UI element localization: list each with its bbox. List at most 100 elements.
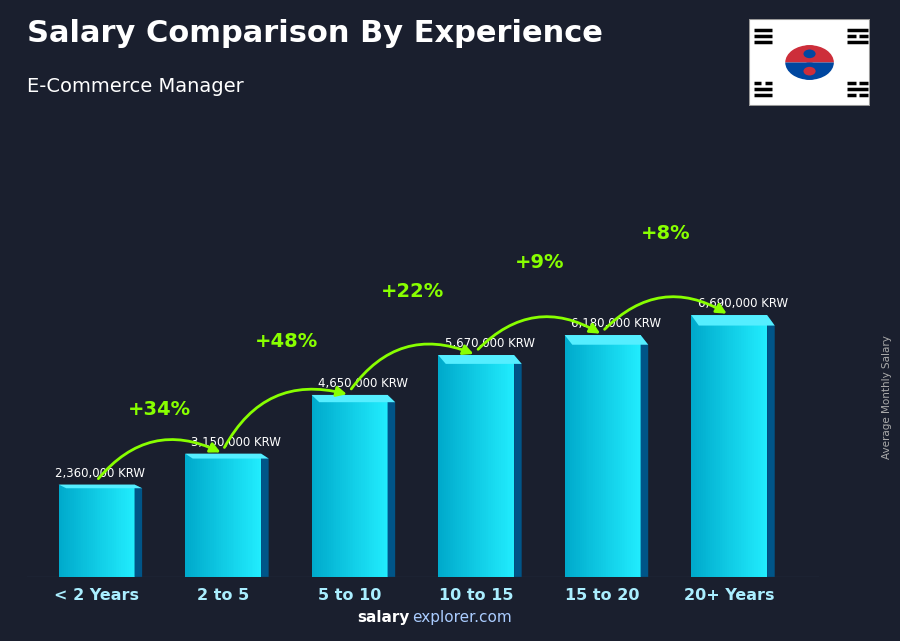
Bar	[569, 335, 571, 577]
Text: Average Monthly Salary: Average Monthly Salary	[881, 335, 892, 460]
Bar	[64, 485, 67, 577]
Polygon shape	[564, 335, 648, 345]
Text: +8%: +8%	[641, 224, 690, 243]
Bar	[357, 395, 359, 577]
Bar	[115, 485, 118, 577]
Bar	[490, 355, 491, 577]
Bar	[712, 315, 714, 577]
Bar	[714, 315, 716, 577]
Bar	[110, 485, 112, 577]
Wedge shape	[785, 45, 833, 62]
Bar	[225, 454, 227, 577]
Bar	[201, 454, 203, 577]
Bar	[584, 335, 586, 577]
Bar	[752, 315, 754, 577]
Bar	[505, 355, 507, 577]
Bar	[631, 335, 633, 577]
Bar	[725, 315, 727, 577]
Bar	[482, 355, 484, 577]
Bar	[327, 395, 328, 577]
Circle shape	[797, 62, 822, 79]
Bar	[361, 395, 363, 577]
Bar	[206, 454, 208, 577]
Bar	[763, 315, 765, 577]
Bar	[581, 335, 584, 577]
Bar	[616, 335, 618, 577]
Bar	[483, 355, 486, 577]
Polygon shape	[311, 395, 395, 402]
Bar	[444, 355, 446, 577]
Bar	[564, 335, 567, 577]
Bar	[193, 454, 194, 577]
Bar	[572, 335, 574, 577]
Text: 4,650,000 KRW: 4,650,000 KRW	[318, 377, 408, 390]
Bar	[91, 485, 93, 577]
Bar	[87, 485, 89, 577]
Polygon shape	[691, 315, 775, 326]
Polygon shape	[134, 485, 142, 577]
Bar	[718, 315, 720, 577]
Bar	[754, 315, 756, 577]
Bar	[204, 454, 206, 577]
Bar	[256, 454, 257, 577]
Polygon shape	[767, 315, 775, 577]
Circle shape	[797, 45, 822, 63]
Bar	[340, 395, 342, 577]
Bar	[74, 485, 76, 577]
Bar	[622, 335, 624, 577]
Bar	[624, 335, 625, 577]
Bar	[450, 355, 452, 577]
Bar	[70, 485, 72, 577]
Bar	[62, 485, 65, 577]
Bar	[130, 485, 133, 577]
Bar	[591, 335, 593, 577]
Bar	[512, 355, 514, 577]
Circle shape	[804, 49, 815, 58]
Bar	[758, 315, 760, 577]
Bar	[244, 454, 246, 577]
Bar	[571, 335, 572, 577]
Bar	[463, 355, 465, 577]
Bar	[486, 355, 488, 577]
Bar	[338, 395, 340, 577]
Bar	[237, 454, 239, 577]
Bar	[106, 485, 108, 577]
Bar	[765, 315, 768, 577]
Bar	[79, 485, 82, 577]
Text: +48%: +48%	[255, 331, 318, 351]
Bar	[464, 355, 467, 577]
Bar	[722, 315, 724, 577]
Text: 3,150,000 KRW: 3,150,000 KRW	[192, 436, 282, 449]
Bar	[352, 395, 354, 577]
Bar	[695, 315, 697, 577]
Bar	[125, 485, 127, 577]
Bar	[230, 454, 233, 577]
Bar	[761, 315, 763, 577]
Bar	[252, 454, 254, 577]
Bar	[457, 355, 459, 577]
Bar	[93, 485, 94, 577]
Bar	[603, 335, 605, 577]
Bar	[634, 335, 637, 577]
Bar	[98, 485, 101, 577]
Bar	[235, 454, 237, 577]
Bar	[750, 315, 752, 577]
Bar	[508, 355, 510, 577]
Bar	[500, 355, 503, 577]
Bar	[371, 395, 373, 577]
Bar	[349, 395, 352, 577]
Polygon shape	[641, 335, 648, 577]
Polygon shape	[438, 355, 522, 364]
Bar	[86, 485, 87, 577]
Bar	[586, 335, 588, 577]
Bar	[96, 485, 99, 577]
Bar	[221, 454, 223, 577]
Bar	[459, 355, 461, 577]
Bar	[748, 315, 751, 577]
Bar	[440, 355, 442, 577]
Bar	[567, 335, 569, 577]
Bar	[218, 454, 220, 577]
Bar	[574, 335, 576, 577]
Bar	[84, 485, 86, 577]
Bar	[705, 315, 706, 577]
